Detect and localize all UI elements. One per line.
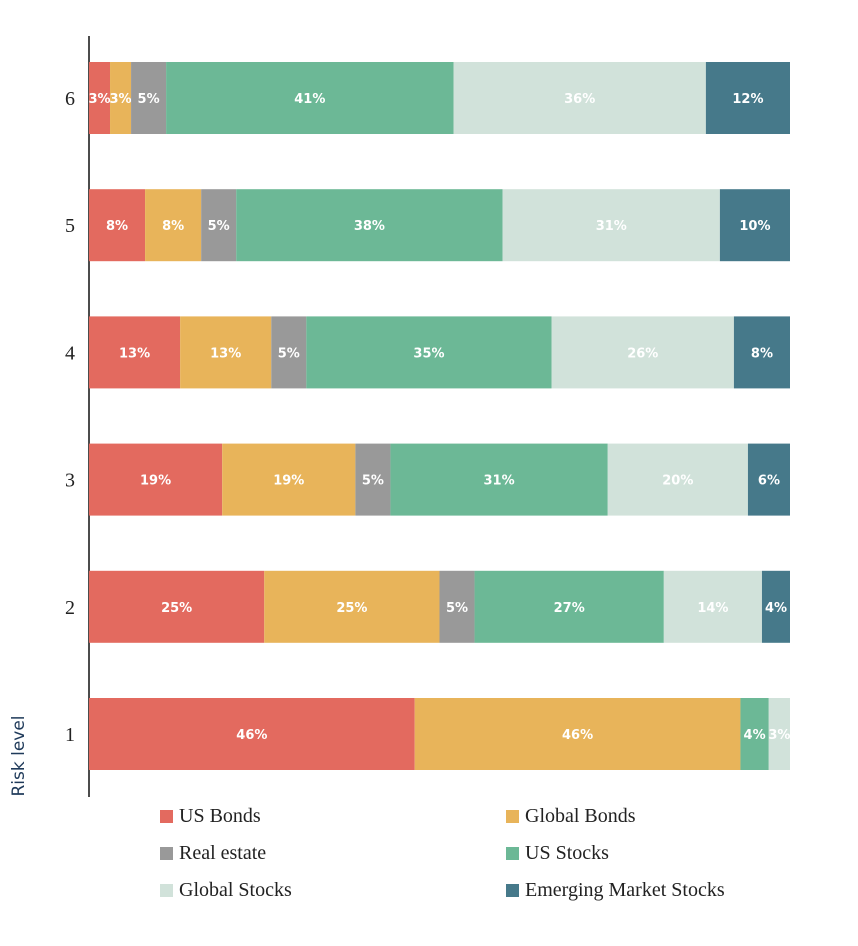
data-label: 10%: [739, 219, 770, 234]
bar-segment: [89, 443, 223, 516]
data-label: 25%: [161, 601, 192, 616]
bar-segment: [390, 443, 608, 516]
data-label: 14%: [697, 601, 728, 616]
data-label: 8%: [162, 219, 184, 234]
bar-segment: [740, 698, 769, 770]
legend-label: Emerging Market Stocks: [525, 878, 725, 901]
data-label: 13%: [210, 346, 241, 361]
bar-segment: [607, 443, 748, 516]
legend-item: US Bonds: [160, 802, 506, 830]
bar-segment: [439, 570, 475, 643]
legend-item: Global Bonds: [506, 802, 820, 830]
data-label: 8%: [106, 219, 128, 234]
data-label: 38%: [354, 219, 385, 234]
bar-segment: [110, 62, 132, 134]
bar-segment: [271, 316, 307, 389]
bar-segment: [89, 570, 265, 643]
bar-segment: [663, 570, 762, 643]
data-label: 46%: [236, 728, 267, 743]
legend-swatch: [506, 846, 519, 860]
y-tick-label: 5: [65, 215, 75, 237]
legend-swatch: [160, 846, 173, 860]
data-label: 5%: [208, 219, 230, 234]
bar-segment: [747, 443, 790, 516]
bar-segment: [306, 316, 552, 389]
legend-label: Global Stocks: [179, 878, 292, 901]
legend-item: Global Stocks: [160, 876, 506, 904]
bar-segment: [733, 316, 790, 389]
y-tick-label: 2: [65, 597, 75, 619]
legend: US Bonds Global Bonds Real estate US Stocks…: [160, 802, 820, 904]
data-label: 3%: [768, 728, 790, 743]
legend-swatch: [160, 809, 173, 823]
data-label: 36%: [564, 92, 595, 107]
bar-segment: [222, 443, 356, 516]
data-label: 27%: [554, 601, 585, 616]
bar-segment: [719, 189, 790, 262]
data-label: 3%: [88, 92, 110, 107]
legend-label: US Stocks: [525, 841, 609, 864]
bar-segment: [166, 62, 454, 134]
data-label: 5%: [138, 92, 160, 107]
bar-segment: [551, 316, 734, 389]
bar-segment: [89, 698, 415, 770]
y-tick-label: 3: [65, 470, 75, 492]
bar-segment: [705, 62, 790, 134]
bar-segment: [355, 443, 391, 516]
data-label: 5%: [362, 474, 384, 489]
legend-label: Real estate: [179, 841, 267, 864]
data-label: 8%: [751, 346, 773, 361]
data-label: 5%: [278, 346, 300, 361]
legend-swatch: [506, 883, 519, 897]
data-label: 46%: [562, 728, 593, 743]
bar-segment: [236, 189, 503, 262]
bar-segment: [502, 189, 720, 262]
bar-segment: [145, 189, 202, 262]
data-label: 19%: [140, 474, 171, 489]
legend-swatch: [506, 809, 519, 823]
legend-item: Real estate: [160, 839, 506, 867]
bar-segment: [474, 570, 664, 643]
bar-segment: [89, 189, 146, 262]
legend-swatch: [160, 883, 173, 897]
y-tick-labels: 1 2 3 4 5 6: [65, 88, 75, 746]
data-label: 20%: [662, 474, 693, 489]
data-label: 41%: [294, 92, 325, 107]
data-label: 31%: [484, 474, 515, 489]
bar-segment: [768, 698, 790, 770]
bar-segment: [131, 62, 167, 134]
data-label: 6%: [758, 474, 780, 489]
legend-label: US Bonds: [179, 804, 261, 827]
y-tick-label: 6: [65, 88, 75, 110]
bar-segment: [180, 316, 272, 389]
legend-label: Global Bonds: [525, 804, 636, 827]
data-label: 3%: [110, 92, 132, 107]
bar-segment: [264, 570, 440, 643]
bar-segment: [453, 62, 706, 134]
y-tick-label: 4: [65, 342, 75, 364]
data-label: 31%: [596, 219, 627, 234]
data-label: 19%: [273, 474, 304, 489]
data-label: 4%: [744, 728, 766, 743]
data-label: 5%: [446, 601, 468, 616]
bar-segment: [201, 189, 237, 262]
bar-segment: [89, 62, 111, 134]
bars-group: 46% 46% 4% 3%25% 25% 5% 27% 14% 4%19% 19% 5% 31% 20%…: [88, 62, 790, 770]
bar-segment: [761, 570, 790, 643]
data-label: 35%: [413, 346, 444, 361]
y-tick-label: 1: [65, 724, 75, 746]
data-label: 4%: [765, 601, 787, 616]
legend-item: US Stocks: [506, 839, 820, 867]
bar-segment: [89, 316, 181, 389]
y-axis-label: Risk level: [9, 715, 29, 796]
data-label: 26%: [627, 346, 658, 361]
data-label: 25%: [336, 601, 367, 616]
bar-segment: [414, 698, 741, 770]
legend-item: Emerging Market Stocks: [506, 876, 820, 904]
data-label: 13%: [119, 346, 150, 361]
data-label: 12%: [732, 92, 763, 107]
